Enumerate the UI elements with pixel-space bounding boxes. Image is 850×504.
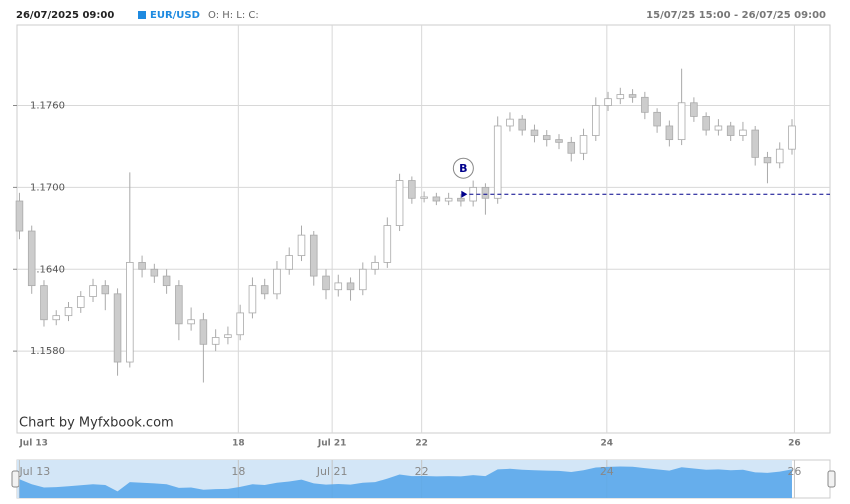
candle-body bbox=[726, 125, 735, 136]
candle-body bbox=[236, 312, 244, 336]
candle-body bbox=[64, 307, 73, 317]
candle-body bbox=[211, 337, 220, 345]
candle-body bbox=[702, 116, 710, 131]
navigator-label: Jul 13 bbox=[18, 465, 50, 478]
candle-body bbox=[395, 180, 404, 226]
candle-body bbox=[665, 125, 674, 141]
candle-body bbox=[40, 285, 48, 321]
candle-body bbox=[162, 275, 171, 287]
candle-body bbox=[334, 282, 343, 291]
candle-body bbox=[175, 285, 183, 325]
candle-body bbox=[309, 234, 318, 277]
candle-body bbox=[138, 262, 146, 270]
candle-body bbox=[763, 156, 772, 164]
candle-body bbox=[113, 293, 122, 363]
candle-body bbox=[15, 200, 24, 232]
range-text: 15/07/25 15:00 - 26/07/25 09:00 bbox=[646, 10, 826, 21]
plot-frame bbox=[16, 24, 831, 434]
candle-body bbox=[775, 148, 784, 164]
candle-body bbox=[592, 105, 600, 136]
navigator-label: Jul 21 bbox=[316, 465, 348, 478]
header-datetime: 26/07/2025 09:00 bbox=[16, 10, 114, 21]
candle-body bbox=[420, 196, 428, 199]
candle-body bbox=[530, 129, 539, 136]
navigator-label: 18 bbox=[231, 465, 245, 478]
candle-body bbox=[126, 262, 134, 363]
candle-body bbox=[346, 282, 355, 291]
annotation-arrow bbox=[461, 190, 468, 198]
candle-body bbox=[542, 135, 551, 141]
candle-body bbox=[788, 125, 796, 150]
x-tick-label: 26 bbox=[788, 439, 801, 449]
watermark: Chart by Myfxbook.com bbox=[19, 416, 174, 431]
candle-body bbox=[579, 135, 588, 154]
candle-body bbox=[371, 262, 379, 270]
candle-body bbox=[383, 225, 392, 263]
candle-body bbox=[444, 197, 453, 202]
candle-body bbox=[457, 197, 465, 202]
symbol: EUR/USD bbox=[150, 10, 200, 21]
candle-body bbox=[690, 102, 698, 117]
candle-body bbox=[199, 319, 208, 345]
candle-body bbox=[567, 141, 576, 154]
candle-body bbox=[616, 94, 625, 100]
x-tick-label: Jul 13 bbox=[18, 439, 48, 449]
candle-body bbox=[224, 334, 232, 338]
candle-body bbox=[248, 285, 257, 314]
candle-body bbox=[52, 315, 61, 321]
candle-body bbox=[322, 275, 330, 291]
x-tick-label: 18 bbox=[232, 439, 245, 449]
candle-body bbox=[89, 285, 97, 297]
candle-body bbox=[653, 111, 661, 127]
candle-body bbox=[432, 196, 441, 202]
candle-body bbox=[408, 180, 416, 199]
candle-body bbox=[714, 125, 723, 131]
candle-body bbox=[604, 98, 612, 106]
candle-body bbox=[751, 129, 759, 158]
candle-body bbox=[260, 285, 269, 295]
navigator-label: 22 bbox=[415, 465, 429, 478]
candle-body bbox=[555, 139, 563, 143]
candle-body bbox=[641, 96, 649, 113]
candle-body bbox=[739, 129, 747, 136]
y-tick-label: 1.1700 bbox=[30, 182, 65, 193]
candle-body bbox=[359, 268, 367, 291]
navigator-label: 26 bbox=[787, 465, 801, 478]
candle-body bbox=[27, 230, 36, 287]
x-tick-label: Jul 21 bbox=[317, 439, 347, 449]
symbol-swatch bbox=[138, 11, 146, 19]
candle-body bbox=[150, 268, 159, 277]
ohlc-caption: O: H: L: C: bbox=[208, 10, 259, 21]
annotation-label: B bbox=[459, 162, 467, 175]
x-tick-label: 24 bbox=[601, 439, 614, 449]
candle-body bbox=[285, 255, 293, 270]
candle-body bbox=[273, 268, 281, 295]
navigator-label: 24 bbox=[600, 465, 614, 478]
candle-body bbox=[481, 186, 490, 199]
navigator-area bbox=[19, 466, 792, 498]
candle-body bbox=[76, 296, 85, 308]
candle-body bbox=[506, 118, 514, 127]
candle-body bbox=[101, 285, 110, 295]
candle-body bbox=[628, 94, 637, 98]
candle-body bbox=[677, 102, 686, 141]
navigator-handle[interactable] bbox=[827, 470, 836, 488]
candle-body bbox=[297, 234, 306, 257]
y-tick-label: 1.1580 bbox=[30, 346, 65, 357]
annotation-badge bbox=[452, 157, 474, 179]
navigator-handle[interactable] bbox=[11, 470, 20, 488]
y-tick-label: 1.1760 bbox=[30, 101, 65, 112]
candle-body bbox=[187, 319, 195, 325]
y-tick-label: 1.1640 bbox=[30, 264, 65, 275]
candle-body bbox=[493, 125, 502, 199]
x-tick-label: 22 bbox=[415, 439, 428, 449]
candle-body bbox=[518, 118, 526, 131]
